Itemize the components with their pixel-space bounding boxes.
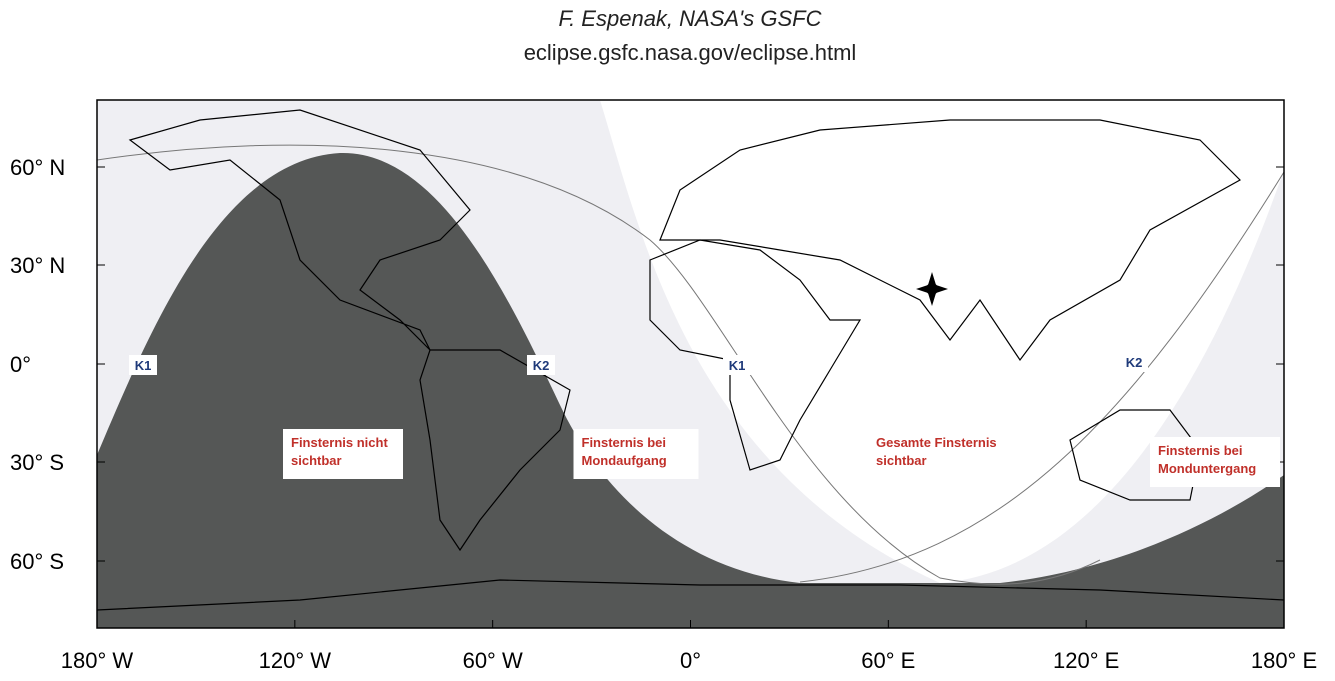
lon-label: 60° E (861, 648, 915, 673)
contact-curve (799, 171, 1285, 583)
region-label: Finsternis bei (1158, 443, 1243, 458)
axes: 60° N 30° N 0° 30° S 60° S 180° W 120° W 60° W 0… (10, 155, 1317, 673)
labels: K1 K2 K1 K2 Finsternis nicht sichtbar Finstern… (129, 352, 1280, 487)
lat-label: 60° N (10, 155, 65, 180)
contact-label: K1 (135, 358, 152, 373)
region-label: Mondaufgang (582, 453, 667, 468)
region-label: Gesamte Finsternis (876, 435, 997, 450)
region-box (868, 429, 1018, 479)
contact-box (129, 355, 157, 375)
region-label: Finsternis nicht (291, 435, 388, 450)
africa (649, 239, 862, 471)
total-visible-area (600, 100, 1284, 583)
region-label: sichtbar (876, 453, 927, 468)
lon-label: 0° (680, 648, 701, 673)
not-visible-area (97, 152, 1284, 628)
contact-label: K1 (729, 358, 746, 373)
greatest-eclipse-point (926, 283, 938, 295)
contact-box (723, 355, 751, 375)
contact-curve (96, 144, 1101, 585)
south-america (419, 349, 571, 552)
author: F. Espenak, NASA's GSFC (558, 6, 821, 31)
region-box (573, 429, 699, 479)
lon-label: 120° W (259, 648, 332, 673)
source-url: eclipse.gsfc.nasa.gov/eclipse.html (524, 40, 857, 65)
lat-label: 30° S (10, 450, 64, 475)
contact-box (527, 355, 555, 375)
lon-label: 180° W (61, 648, 134, 673)
region-label: sichtbar (291, 453, 342, 468)
contact-label: K2 (533, 358, 550, 373)
contact-box (1120, 352, 1148, 372)
region-box (283, 429, 403, 479)
antarctica (96, 579, 1285, 611)
lat-label: 60° S (10, 549, 64, 574)
lon-label: 180° E (1251, 648, 1317, 673)
region-box (1150, 437, 1280, 487)
lat-label: 0° (10, 352, 31, 377)
eurasia (659, 119, 1241, 362)
lon-label: 60° W (463, 648, 523, 673)
map (96, 99, 1285, 629)
region-label: Finsternis bei (582, 435, 667, 450)
region-label: Monduntergang (1158, 461, 1256, 476)
lon-label: 120° E (1053, 648, 1119, 673)
contact-label: K2 (1126, 355, 1143, 370)
lat-label: 30° N (10, 253, 65, 278)
north-america (128, 109, 471, 351)
